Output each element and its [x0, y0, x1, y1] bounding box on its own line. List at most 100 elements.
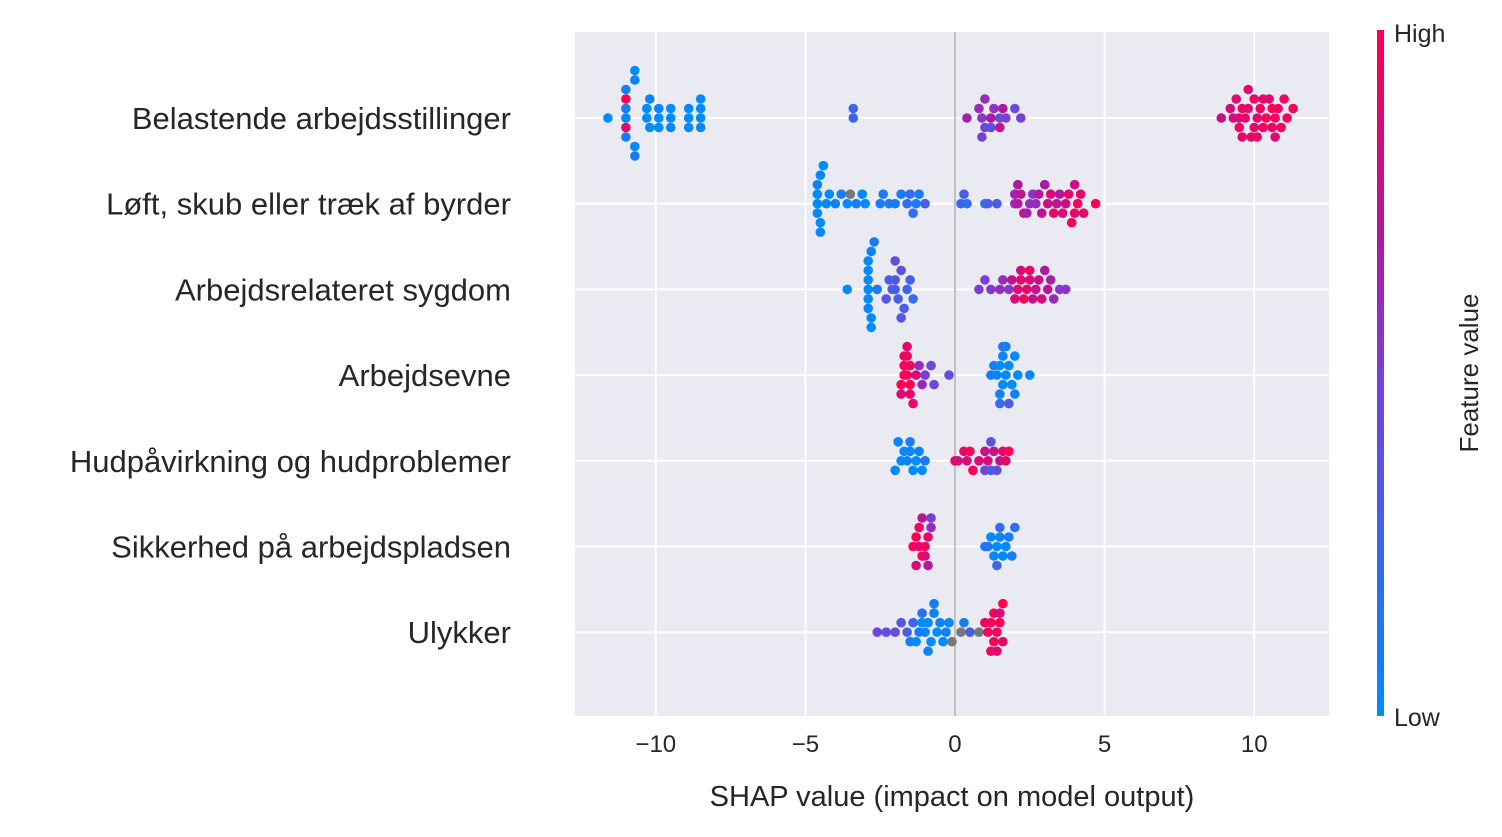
data-point: [926, 522, 936, 533]
data-point: [983, 627, 993, 637]
data-point: [935, 617, 945, 628]
data-point: [665, 103, 676, 114]
data-point: [908, 398, 918, 409]
data-point: [1267, 122, 1277, 133]
data-point: [821, 198, 832, 209]
data-point: [908, 465, 918, 476]
data-point: [1024, 265, 1035, 276]
data-point: [974, 456, 984, 466]
x-axis-label: SHAP value (impact on model output): [710, 781, 1195, 813]
data-point: [875, 198, 885, 209]
data-point: [1010, 351, 1020, 361]
data-point: [1069, 179, 1080, 190]
data-point: [992, 370, 1002, 380]
data-point: [905, 389, 915, 399]
data-point: [1030, 198, 1041, 209]
data-point: [905, 437, 915, 447]
data-point: [1016, 113, 1026, 123]
data-point: [959, 189, 969, 199]
data-point: [902, 627, 912, 637]
data-point: [1072, 198, 1083, 209]
data-point: [962, 113, 972, 123]
data-point: [992, 541, 1002, 552]
data-point: [986, 122, 996, 133]
data-point: [998, 636, 1008, 647]
data-point: [1066, 217, 1077, 228]
data-point: [1264, 94, 1274, 104]
data-point: [998, 351, 1008, 361]
data-point: [1010, 522, 1020, 533]
data-point: [812, 198, 823, 209]
data-point: [902, 198, 912, 209]
data-point: [959, 617, 969, 628]
data-point: [920, 456, 930, 466]
data-point: [1057, 208, 1068, 218]
data-point: [1036, 294, 1047, 304]
data-point: [980, 275, 990, 285]
data-point: [944, 370, 954, 380]
data-point: [992, 560, 1002, 571]
data-point: [956, 627, 966, 637]
data-point: [911, 198, 921, 209]
data-point: [1004, 446, 1014, 457]
data-point: [1270, 113, 1280, 123]
data-point: [983, 198, 993, 209]
data-point: [932, 627, 942, 637]
data-point: [911, 532, 921, 542]
data-point: [872, 627, 882, 637]
colorbar-high-label: High: [1394, 20, 1445, 48]
data-point: [917, 379, 927, 390]
data-point: [857, 189, 868, 199]
data-point: [866, 322, 877, 333]
data-point: [1279, 94, 1289, 104]
data-point: [998, 379, 1008, 390]
data-point: [965, 627, 975, 637]
data-point: [995, 398, 1005, 409]
data-point: [1010, 389, 1020, 399]
data-point: [1001, 113, 1011, 123]
data-point: [1216, 113, 1227, 123]
data-point: [998, 103, 1008, 114]
x-tick-label: −10: [635, 731, 676, 758]
data-point: [938, 636, 948, 647]
feature-label: Sikkerhed på arbejdspladsen: [111, 530, 511, 565]
data-point: [1013, 284, 1023, 295]
data-point: [998, 551, 1008, 561]
data-point: [872, 284, 882, 295]
data-point: [1016, 189, 1026, 199]
data-point: [896, 189, 906, 199]
data-point: [630, 141, 640, 152]
data-point: [1060, 284, 1071, 295]
data-point: [866, 313, 877, 323]
data-point: [1273, 103, 1283, 114]
data-point: [1024, 275, 1035, 285]
data-point: [896, 265, 906, 276]
data-point: [1016, 275, 1026, 285]
data-point: [621, 122, 631, 133]
data-point: [995, 608, 1005, 618]
data-point: [1013, 198, 1023, 209]
data-point: [1069, 208, 1080, 218]
data-point: [830, 198, 841, 209]
data-point: [1004, 398, 1014, 409]
data-point: [1001, 456, 1011, 466]
data-point: [836, 189, 847, 199]
data-point: [881, 627, 891, 637]
data-point: [890, 627, 900, 637]
data-point: [974, 284, 984, 295]
data-point: [962, 456, 972, 466]
feature-label: Ulykker: [408, 615, 511, 650]
data-point: [863, 303, 874, 314]
data-point: [1007, 551, 1017, 561]
data-point: [842, 284, 853, 295]
data-point: [911, 370, 921, 380]
data-point: [926, 636, 936, 647]
data-point: [986, 532, 996, 542]
data-point: [923, 532, 933, 542]
data-point: [983, 456, 993, 466]
data-point: [896, 389, 906, 399]
data-point: [1060, 198, 1071, 209]
data-point: [881, 294, 891, 304]
data-point: [863, 256, 874, 266]
